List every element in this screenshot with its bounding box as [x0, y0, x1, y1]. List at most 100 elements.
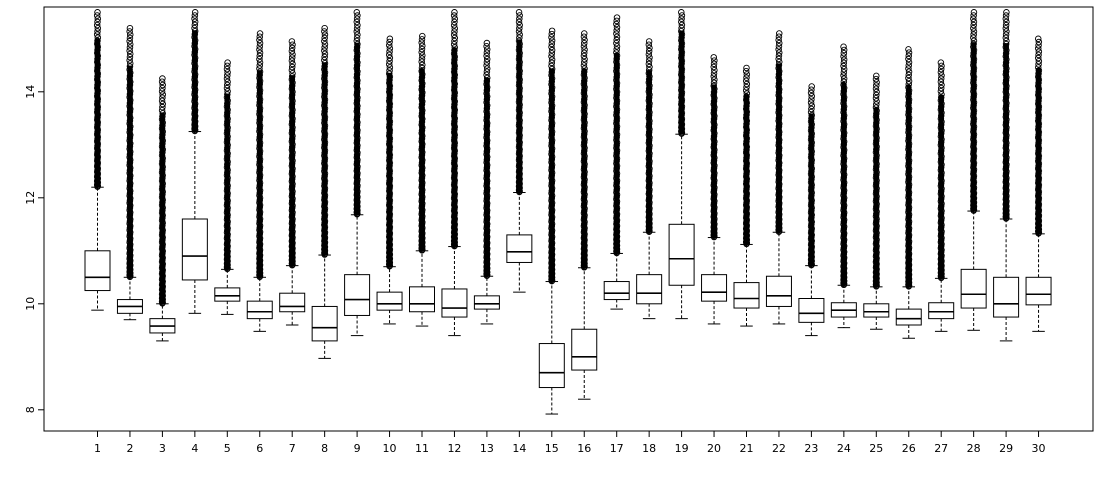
x-tick-label-14: 14 [512, 442, 526, 455]
outlier-17 [613, 43, 621, 50]
outlier-2 [126, 28, 133, 35]
outlier-28 [970, 9, 978, 16]
box-10 [376, 291, 403, 311]
outlier-8 [321, 47, 328, 54]
outlier-27 [937, 59, 945, 66]
outlier-15 [548, 40, 556, 48]
outlier-5 [223, 75, 231, 82]
outlier-7 [289, 41, 296, 48]
outlier-22 [776, 49, 783, 56]
outlier-6 [256, 36, 263, 44]
outlier-8 [321, 31, 329, 38]
box-13 [473, 295, 500, 310]
outlier-7 [288, 47, 296, 55]
box-4 [181, 218, 208, 281]
box-8 [311, 305, 338, 342]
box-27 [928, 302, 955, 320]
outlier-24 [840, 46, 848, 54]
box-1 [84, 250, 111, 292]
box-29 [993, 276, 1020, 318]
y-tick-label-14: 14 [24, 85, 37, 99]
outlier-18 [645, 41, 653, 48]
box-7 [279, 292, 306, 313]
box-23 [798, 298, 825, 323]
outlier-25 [872, 75, 880, 83]
outlier-7 [288, 63, 296, 71]
plot-frame [43, 6, 1094, 432]
outlier-22 [775, 36, 782, 44]
outlier-11 [419, 61, 426, 69]
outlier-5 [224, 59, 231, 66]
outlier-30 [1034, 35, 1042, 43]
outlier-2 [126, 44, 134, 51]
outlier-21 [742, 87, 750, 94]
outlier-6 [256, 62, 264, 69]
outlier-1 [93, 21, 101, 29]
outlier-10 [386, 64, 394, 71]
x-tick-label-16: 16 [577, 442, 591, 455]
outlier-25 [873, 79, 880, 86]
outlier-12 [451, 25, 459, 32]
outlier-27 [938, 62, 945, 70]
outlier-12 [451, 28, 458, 35]
outlier-26 [905, 52, 913, 60]
outlier-23 [808, 96, 815, 103]
outlier-2 [126, 37, 133, 45]
outlier-25 [873, 101, 880, 108]
outlier-6 [256, 55, 263, 63]
outlier-9 [354, 31, 361, 38]
outlier-1 [93, 12, 101, 19]
outlier-30 [1035, 61, 1042, 68]
outlier-11 [418, 39, 425, 46]
outlier-5 [224, 69, 231, 76]
outlier-12 [451, 37, 458, 45]
outlier-1 [94, 28, 101, 35]
outlier-30 [1035, 42, 1042, 49]
outlier-11 [418, 45, 426, 53]
outlier-27 [937, 75, 945, 82]
outlier-17 [613, 24, 621, 31]
outlier-16 [581, 39, 588, 47]
outlier-9 [353, 18, 361, 26]
outlier-13 [483, 55, 491, 63]
outlier-27 [937, 84, 945, 92]
box-18 [636, 274, 663, 305]
outlier-7 [288, 38, 296, 45]
outlier-25 [872, 85, 880, 92]
outlier-13 [483, 71, 490, 79]
outlier-26 [905, 55, 912, 63]
outlier-18 [645, 51, 653, 58]
x-tick-label-24: 24 [837, 442, 851, 455]
outlier-16 [581, 46, 588, 53]
outlier-12 [450, 21, 458, 29]
outlier-13 [483, 68, 491, 76]
outlier-3 [159, 100, 166, 108]
outlier-23 [807, 99, 815, 106]
outlier-2 [126, 47, 133, 55]
outlier-10 [386, 42, 393, 49]
outlier-13 [483, 43, 490, 50]
outlier-18 [645, 47, 653, 55]
outlier-17 [613, 14, 621, 21]
outlier-30 [1035, 38, 1043, 46]
outlier-24 [840, 75, 848, 82]
outlier-15 [548, 53, 555, 60]
outlier-29 [1002, 12, 1010, 19]
outlier-5 [224, 62, 231, 70]
box-15 [538, 343, 565, 389]
outlier-4 [191, 9, 199, 16]
outlier-28 [970, 15, 977, 22]
outlier-6 [256, 33, 264, 41]
outlier-1 [94, 25, 102, 32]
x-tick-label-28: 28 [967, 442, 981, 455]
outlier-2 [126, 50, 134, 58]
outlier-1 [94, 15, 102, 22]
outlier-24 [840, 62, 847, 70]
outlier-10 [386, 57, 393, 65]
outlier-10 [386, 61, 393, 68]
outlier-2 [126, 31, 134, 38]
outlier-19 [678, 9, 685, 16]
box-17 [603, 281, 630, 301]
outlier-30 [1034, 54, 1042, 62]
